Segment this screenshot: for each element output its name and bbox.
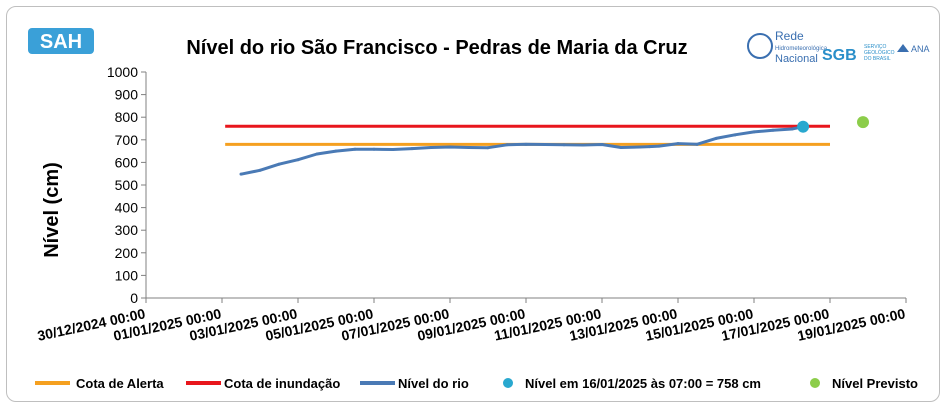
nivel-atual-marker [797,120,810,133]
ana-logo: ANA [897,44,930,54]
series-nivel-rio-point [676,142,680,146]
series-nivel-rio-point [581,143,585,147]
y-tick-label: 0 [130,290,138,306]
rede-logo-subtitle-2: Nacional [775,53,818,65]
y-tick-label: 200 [115,245,139,261]
y-tick-label: 900 [115,87,139,103]
series-nivel-rio-point [239,172,243,176]
series-nivel-rio-points [239,125,805,176]
series-nivel-rio-point [752,130,756,134]
sgb-logo-sub2: GEOLÓGICO [864,49,895,56]
y-tick-label: 100 [115,267,139,283]
series-nivel-rio-point [410,147,414,151]
series-nivel-rio-point [790,127,794,131]
nivel-previsto-marker [857,116,869,129]
series-nivel-rio-point [714,136,718,140]
rede-logo-subtitle: Hidrometeorológica [775,46,828,52]
rede-logo-mark [747,33,773,59]
series-nivel-rio-point [524,142,528,146]
series-nivel-rio-point [315,152,319,156]
series-nivel-rio-point [296,158,300,162]
sah-logo-background [28,28,94,54]
y-axis-ticks: 0 100 200 300 400 500 600 700 800 900 1000 [107,64,146,306]
series-nivel-rio-point [648,145,651,149]
series-nivel-rio-point [429,145,433,149]
series-nivel-rio-point [695,142,699,146]
y-tick-label: 300 [115,222,139,238]
y-tick-label: 700 [115,132,139,148]
series-nivel-rio-point [467,145,471,149]
y-tick-label: 800 [115,109,139,125]
y-tick-label: 1000 [107,64,138,80]
chart-title: Nível do rio São Francisco - Pedras de M… [186,37,687,59]
y-tick-label: 600 [115,154,139,170]
series-nivel-rio-point [619,145,623,149]
series-nivel-rio-point [372,147,376,151]
legend-alerta-label: Cota de Alerta [76,376,164,391]
rede-hidrometeorologica-logo: Rede Hidrometeorológica Nacional [747,29,828,65]
sgb-logo-sub1: SERVIÇO [864,44,887,50]
y-tick-label: 400 [115,200,139,216]
series-nivel-rio-point [733,133,737,137]
series-nivel-rio-point [448,145,452,149]
legend-nivel-atual-label: Nível em 16/01/2025 às 07:00 = 758 cm [525,376,761,391]
sgb-logo-text: SGB [822,47,857,64]
legend-nivel-rio-label: Nível do rio [398,376,469,391]
legend-nivel-atual-swatch [503,378,513,388]
series-nivel-rio-point [334,149,338,153]
ana-logo-mark [897,44,909,52]
series-nivel-rio-point [771,128,775,132]
legend-inundacao-label: Cota de inundação [224,376,340,391]
series-nivel-rio-point [505,143,509,147]
legend-nivel-previsto-swatch [810,378,820,388]
series-nivel-rio-point [486,146,490,150]
legend: Cota de Alerta Cota de inundação Nível d… [35,376,918,391]
series-nivel-rio-point [353,147,357,151]
series-nivel-rio-point [277,162,281,166]
y-axis-label: Nível (cm) [41,162,63,258]
series-nivel-rio-point [562,143,566,147]
sah-logo-text: SAH [40,31,82,53]
ana-logo-text: ANA [911,44,930,54]
sgb-logo-sub3: DO BRASIL [864,56,891,62]
chart-frame [6,6,940,402]
sah-logo: SAH [28,28,94,54]
sgb-logo: SGB SERVIÇO GEOLÓGICO DO BRASIL [822,44,895,64]
legend-nivel-previsto-label: Nível Previsto [832,376,918,391]
series-nivel-rio-point [391,148,395,152]
series-nivel-rio-point [258,168,262,172]
rede-logo-title: Rede [775,29,804,43]
series-nivel-rio-line [240,125,804,176]
series-nivel-rio-point [543,143,547,147]
series-nivel-rio-point [657,144,661,148]
y-tick-label: 500 [115,177,139,193]
series-nivel-rio-point [600,143,604,147]
series-nivel-rio-point [638,145,642,149]
